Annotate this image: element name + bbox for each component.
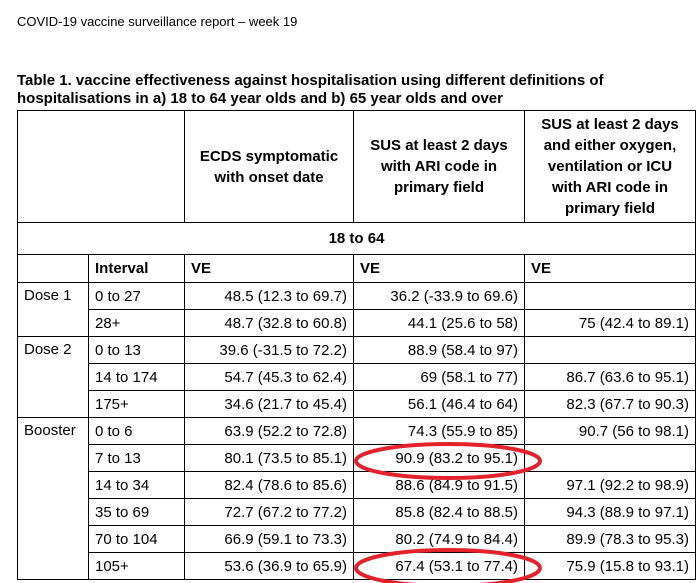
ve-value: 69 (58.1 to 77) — [353, 363, 525, 391]
ve-value: 54.7 (45.3 to 62.4) — [184, 363, 354, 391]
ve-value: 39.6 (-31.5 to 72.2) — [184, 336, 354, 364]
ve-value: 89.9 (78.3 to 95.3) — [524, 525, 696, 553]
interval: 0 to 13 — [88, 336, 185, 364]
ve-value: 53.6 (36.9 to 65.9) — [184, 552, 354, 580]
table-caption: Table 1. vaccine effectiveness against h… — [17, 72, 604, 107]
ve-value: 34.6 (21.7 to 45.4) — [184, 390, 354, 418]
ve-label: VE — [353, 254, 525, 283]
empty-cell — [524, 336, 696, 364]
group-name: Dose 1 — [17, 282, 89, 337]
interval: 14 to 174 — [88, 363, 185, 391]
data-row: 28+ 48.7 (32.8 to 60.8) 44.1 (25.6 to 58) 7… — [18, 309, 696, 337]
interval-label: Interval — [88, 254, 185, 283]
ve-value: 97.1 (92.2 to 98.9) — [524, 471, 696, 499]
interval: 175+ — [88, 390, 185, 418]
ve-value: 88.6 (84.9 to 91.5) — [353, 471, 525, 499]
interval: 35 to 69 — [88, 498, 185, 526]
interval: 14 to 34 — [88, 471, 185, 499]
ve-value: 48.5 (12.3 to 69.7) — [184, 282, 354, 310]
ve-value: 85.8 (82.4 to 88.5) — [353, 498, 525, 526]
ve-value: 56.1 (46.4 to 64) — [353, 390, 525, 418]
ve-value: 86.7 (63.6 to 95.1) — [524, 363, 696, 391]
interval: 105+ — [88, 552, 185, 580]
blank-cell — [17, 254, 89, 283]
interval: 28+ — [88, 309, 185, 337]
data-row: 35 to 69 72.7 (67.2 to 77.2) 85.8 (82.4 to… — [18, 498, 696, 526]
report-title: COVID-19 vaccine surveillance report – w… — [17, 14, 298, 29]
empty-cell — [524, 282, 696, 310]
ve-table: ECDS symptomatic with onset date SUS at l… — [17, 110, 696, 580]
ve-value: 82.3 (67.7 to 90.3) — [524, 390, 696, 418]
ve-value: 94.3 (88.9 to 97.1) — [524, 498, 696, 526]
section-row: 18 to 64 — [17, 222, 696, 255]
data-row: 105+ 53.6 (36.9 to 65.9) 67.4 (53.1 to 77.… — [18, 552, 696, 580]
data-row: 7 to 13 80.1 (73.5 to 85.1) 90.9 (83.2 to … — [18, 444, 696, 472]
blank-cell — [17, 110, 185, 223]
ve-value: 80.2 (74.9 to 84.4) — [353, 525, 525, 553]
column-header: ECDS symptomatic with onset date — [184, 110, 354, 223]
group-name: Booster — [17, 417, 89, 580]
header-row: ECDS symptomatic with onset date SUS at l… — [17, 110, 696, 223]
ve-value: 75 (42.4 to 89.1) — [524, 309, 696, 337]
column-header: SUS at least 2 days and either oxygen, v… — [524, 110, 696, 223]
interval: 0 to 27 — [88, 282, 185, 310]
ve-value: 44.1 (25.6 to 58) — [353, 309, 525, 337]
ve-value: 67.4 (53.1 to 77.4) — [353, 552, 525, 580]
interval: 7 to 13 — [88, 444, 185, 472]
ve-value: 90.9 (83.2 to 95.1) — [353, 444, 525, 472]
ve-value: 36.2 (-33.9 to 69.6) — [353, 282, 525, 310]
ve-value: 48.7 (32.8 to 60.8) — [184, 309, 354, 337]
interval: 0 to 6 — [88, 417, 185, 445]
data-row: 70 to 104 66.9 (59.1 to 73.3) 80.2 (74.9 t… — [18, 525, 696, 553]
data-row: 14 to 34 82.4 (78.6 to 85.6) 88.6 (84.9 to… — [18, 471, 696, 499]
ve-value: 88.9 (58.4 to 97) — [353, 336, 525, 364]
data-row: 14 to 174 54.7 (45.3 to 62.4) 69 (58.1 to … — [18, 363, 696, 391]
ve-label: VE — [184, 254, 354, 283]
ve-value: 82.4 (78.6 to 85.6) — [184, 471, 354, 499]
ve-value: 72.7 (67.2 to 77.2) — [184, 498, 354, 526]
ve-value: 63.9 (52.2 to 72.8) — [184, 417, 354, 445]
group-name: Dose 2 — [17, 336, 89, 418]
data-row: 175+ 34.6 (21.7 to 45.4) 56.1 (46.4 to 64)… — [18, 390, 696, 418]
column-header: SUS at least 2 days with ARI code in pri… — [353, 110, 525, 223]
section-header: 18 to 64 — [17, 222, 696, 255]
empty-cell — [524, 444, 696, 472]
ve-value: 80.1 (73.5 to 85.1) — [184, 444, 354, 472]
data-row: Booster 0 to 6 63.9 (52.2 to 72.8) 74.3 (55… — [17, 417, 696, 580]
ve-value: 74.3 (55.9 to 85) — [353, 417, 525, 445]
interval: 70 to 104 — [88, 525, 185, 553]
label-row: Interval VE VE VE — [17, 254, 696, 283]
ve-label: VE — [524, 254, 696, 283]
ve-value: 75.9 (15.8 to 93.1) — [524, 552, 696, 580]
ve-value: 66.9 (59.1 to 73.3) — [184, 525, 354, 553]
ve-value: 90.7 (56 to 98.1) — [524, 417, 696, 445]
